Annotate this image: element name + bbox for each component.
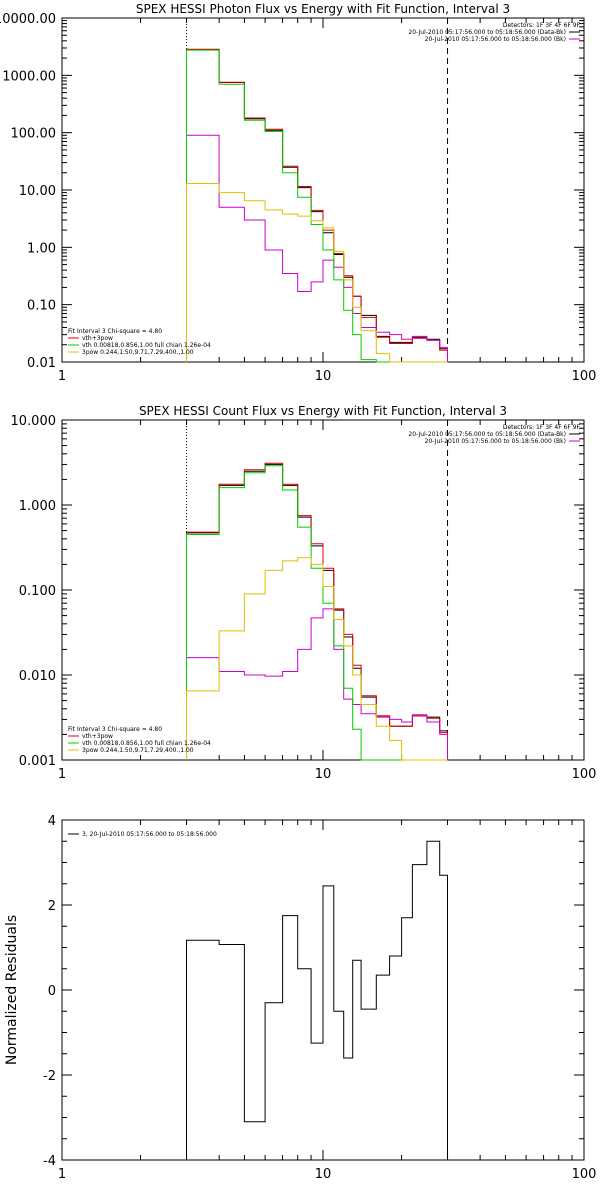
y-tick-label: 1.00 [27,241,56,256]
y-tick-label: 0.001 [19,754,56,769]
series-vth-histogram [186,465,448,761]
chart-title: SPEX HESSI Photon Flux vs Energy with Fi… [136,2,510,16]
series-vth-3pow-histogram [186,462,448,760]
y-axis-label: Normalized Residuals [4,915,20,1065]
x-tick-label: 100 [572,1167,597,1182]
y-tick-label: 10.00 [19,184,56,199]
x-tick-label: 1 [58,369,66,384]
info-line: 20-Jul-2010 05:17:56.000 to 05:18:56.000… [408,431,566,438]
y-tick-label: -4 [43,1154,56,1169]
legend-entry: vth 0.00818,0.856,1.00 full chian 1.26e-… [82,740,211,747]
legend-entry: vth 0.00818,0.856,1.00 full chian 1.26e-… [82,342,211,349]
series-bk-histogram [186,608,448,760]
y-tick-label: 4 [48,814,56,829]
legend-entry: Fit Interval 3 Chi-square = 4.80 [68,726,162,733]
info-line: Detectors: 1F 3F 4F 6F 9F [503,424,581,431]
x-tick-label: 1 [58,1167,66,1182]
series-bk-histogram [186,134,448,362]
plot-frame [61,17,585,363]
legend-entry: 3pow 0.244,1.50,9.71,7.29,400.,1.00 [82,747,194,754]
chart-title: SPEX HESSI Count Flux vs Energy with Fit… [139,404,507,418]
y-tick-label: 0.100 [19,584,56,599]
legend-entry: vth+3pow [82,335,113,342]
series-3-20-jul-2010-05-17-56-000-to-05-18-56-000-histogram [186,840,448,1160]
y-tick-label: 1.000 [19,499,56,514]
legend-entry: 3pow 0.244,1.50,9.71,7.29,400.,1.00 [82,349,194,356]
x-tick-label: 1 [58,767,66,782]
x-tick-label: 100 [572,369,597,384]
series-data-bk-histogram [186,49,448,362]
info-line: Detectors: 1F 3F 4F 6F 9F [503,22,581,29]
x-tick-label: 10 [315,369,332,384]
x-tick-label: 100 [572,767,597,782]
legend-entry: Fit Interval 3 Chi-square = 4.80 [68,328,162,335]
chart-panel-3: 1 10 100 -4 -2 0 2 4 Normalized Residuals 3, 20-J… [4,814,596,1182]
y-tick-label: 1000.00 [2,69,56,84]
y-tick-label: 0.10 [27,299,56,314]
y-tick-label: 0.010 [19,669,56,684]
series-vth-3pow-histogram [186,48,448,362]
info-line: 20-Jul-2010 05:17:56.000 to 05:18:56.000… [425,36,566,43]
y-tick-label: 10.000 [11,414,57,429]
series-3pow-histogram [186,183,448,363]
info-line: 20-Jul-2010 05:17:56.000 to 05:18:56.000… [408,29,566,36]
y-tick-label: -2 [43,1069,56,1084]
legend-entry: vth+3pow [82,733,113,740]
x-tick-label: 10 [315,1167,332,1182]
series-data-bk-histogram [186,463,448,760]
chart-panel-2: SPEX HESSI Count Flux vs Energy with Fit… [11,404,597,782]
y-tick-label: 0 [48,984,56,999]
x-tick-label: 10 [315,767,332,782]
y-tick-label: 10000.00 [0,12,56,27]
series-3pow-histogram [186,557,448,761]
y-tick-label: 0.01 [27,356,56,371]
series-vth-histogram [186,49,448,363]
info-line: 20-Jul-2010 05:17:56.000 to 05:18:56.000… [425,438,566,445]
chart-panel-1: SPEX HESSI Photon Flux vs Energy with Fi… [0,2,596,384]
y-tick-label: 100.00 [11,127,57,142]
legend-entry: 3, 20-Jul-2010 05:17:56.000 to 05:18:56.… [82,831,217,838]
y-tick-label: 2 [48,899,56,914]
